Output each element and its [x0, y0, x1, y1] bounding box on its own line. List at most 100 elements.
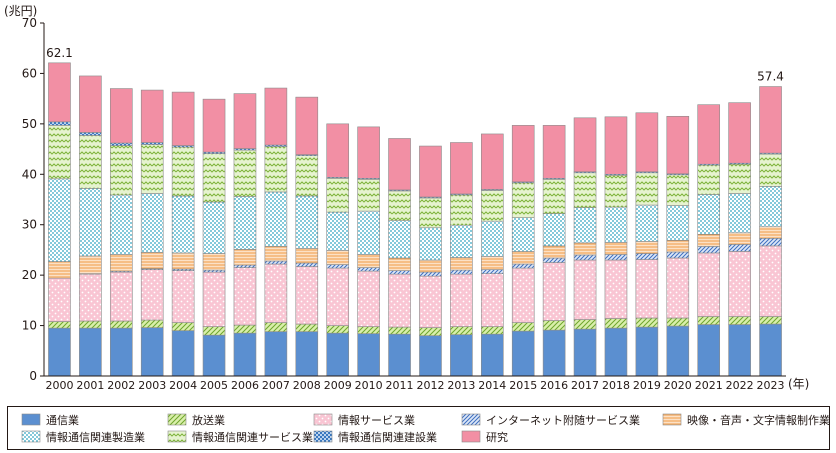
legend-label: 情報通信関連製造業: [46, 430, 145, 444]
x-tick-label: 2013: [447, 379, 475, 392]
bar-stack-2011: [388, 138, 411, 377]
x-tick-label: 2016: [540, 379, 568, 392]
bar-segment: [233, 324, 257, 334]
legend-label: 研究: [486, 430, 508, 444]
bar-segment: [480, 326, 504, 335]
bar-segment: [542, 257, 566, 263]
bar-segment: [109, 142, 133, 146]
x-tick-label: 2003: [138, 379, 166, 392]
bar-segment: [666, 115, 690, 175]
bar-segment: [264, 263, 288, 323]
bar-segment: [202, 153, 226, 203]
legend-item: 通信業: [21, 413, 79, 427]
bar-stack-2010: [357, 126, 380, 377]
bar-segment: [759, 323, 782, 377]
bar-segment: [79, 132, 102, 136]
bar-segment: [450, 326, 473, 335]
bar-segment: [171, 91, 195, 146]
bar-segment: [140, 252, 164, 269]
bar-stack-2012: [419, 145, 442, 377]
bar-stack-2002: [109, 88, 133, 377]
bar-segment: [48, 62, 71, 123]
x-tick-label: 2017: [571, 379, 599, 392]
x-tick-label: 2022: [726, 379, 754, 392]
bar-segment: [450, 257, 473, 271]
legend-box: [7, 406, 830, 450]
bar-stack-2005: [202, 98, 226, 377]
bar-segment: [326, 325, 350, 334]
bar-stack-2013: [450, 142, 473, 377]
legend-swatch: [21, 430, 41, 443]
bar-segment: [326, 250, 350, 265]
bar-segment: [79, 327, 102, 377]
bar-segment: [264, 331, 288, 377]
bar-segment: [326, 264, 350, 269]
bar-segment: [109, 271, 133, 322]
legend-label: 放送業: [192, 413, 225, 427]
bar-segment: [388, 257, 411, 271]
bar-segment: [109, 327, 133, 377]
bar-stack-2004: [171, 91, 195, 377]
bar-segment: [202, 271, 226, 327]
legend-swatch: [313, 413, 333, 426]
y-tick-label: 20: [22, 268, 37, 282]
bar-segment: [542, 262, 566, 321]
x-tick-label: 2019: [633, 379, 661, 392]
bar-stack-2022: [728, 102, 751, 377]
bar-stack-2021: [697, 104, 721, 377]
bar-stack-2007: [264, 87, 288, 377]
bar-segment: [480, 256, 504, 270]
legend-label: 通信業: [46, 414, 79, 427]
bar-segment: [140, 142, 164, 145]
annotations: 62.1 57.4: [46, 46, 784, 84]
bar-segment: [326, 332, 350, 377]
bar-segment: [604, 327, 628, 377]
bar-segment: [480, 269, 504, 274]
bar-segment: [450, 334, 473, 377]
bar-segment: [171, 146, 195, 197]
y-tick-label: 50: [22, 117, 37, 131]
bar-segment: [573, 319, 597, 330]
bar-segment: [604, 254, 628, 261]
bar-segment: [759, 226, 782, 239]
bar-segment: [109, 254, 133, 272]
y-tick-label: 70: [22, 16, 37, 30]
bar-segment: [573, 117, 597, 173]
bar-segment: [295, 323, 319, 332]
bar-segment: [450, 269, 473, 275]
bar-segment: [48, 125, 71, 180]
bar-segment: [419, 145, 442, 198]
legend-swatch: [313, 430, 333, 443]
bar-segment: [140, 144, 164, 194]
bar-segment: [450, 224, 473, 258]
bar-segment: [295, 96, 319, 155]
bar-segment: [357, 210, 380, 255]
bar-segment: [511, 217, 535, 252]
bar-stack-2014: [480, 133, 504, 377]
bar-segment: [48, 261, 71, 279]
bar-stack-2001: [79, 75, 102, 377]
bar-segment: [140, 269, 164, 321]
bar-segment: [171, 270, 195, 323]
bar-segment: [233, 332, 257, 377]
bar-segment: [635, 259, 659, 319]
bar-segment: [666, 240, 690, 253]
bar-segment: [233, 93, 257, 149]
bar-segment: [728, 251, 751, 317]
bar-segment: [697, 164, 721, 195]
bar-segment: [419, 259, 442, 273]
legend: 通信業 放送業 情報サービス業 インターネット附随サービス業 映像・音声・文字情報制作業…: [7, 406, 830, 450]
bar-segment: [573, 259, 597, 320]
bar-stack-2015: [511, 125, 535, 377]
x-tick-label: 2012: [416, 379, 444, 392]
x-unit-label: (年): [788, 377, 809, 391]
bar-segment: [511, 330, 535, 377]
bar-segment: [419, 271, 442, 277]
bar-segment: [697, 246, 721, 254]
bar-segment: [728, 324, 751, 377]
bar-segment: [295, 248, 319, 264]
bar-segment: [573, 254, 597, 261]
y-tick-label: 10: [22, 319, 37, 333]
bar-segment: [666, 325, 690, 377]
bar-segment: [573, 172, 597, 208]
